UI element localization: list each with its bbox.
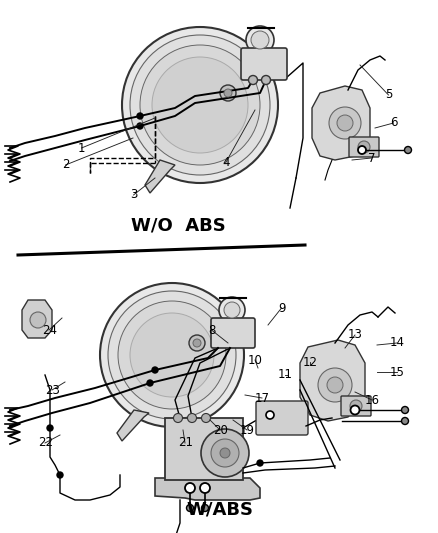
Circle shape (30, 312, 46, 328)
Circle shape (220, 448, 230, 458)
Text: 17: 17 (255, 392, 270, 405)
Circle shape (257, 460, 263, 466)
Polygon shape (300, 340, 365, 421)
Circle shape (224, 302, 240, 318)
Circle shape (185, 483, 195, 493)
Circle shape (100, 283, 244, 427)
FancyBboxPatch shape (241, 48, 287, 80)
Circle shape (137, 113, 143, 119)
Circle shape (201, 414, 211, 423)
Polygon shape (145, 160, 175, 193)
Text: W/ABS: W/ABS (187, 501, 254, 519)
Text: 5: 5 (385, 88, 392, 101)
Polygon shape (155, 478, 260, 500)
Circle shape (261, 76, 271, 85)
Circle shape (405, 147, 411, 154)
FancyBboxPatch shape (165, 418, 243, 480)
Polygon shape (117, 410, 149, 441)
Circle shape (193, 339, 201, 347)
Circle shape (122, 27, 278, 183)
Circle shape (130, 313, 214, 397)
Circle shape (327, 377, 343, 393)
Text: 4: 4 (222, 157, 230, 169)
Circle shape (137, 123, 143, 129)
Text: 24: 24 (42, 324, 57, 336)
FancyBboxPatch shape (341, 396, 371, 416)
Circle shape (173, 414, 183, 423)
Text: 15: 15 (390, 366, 405, 378)
Circle shape (201, 505, 208, 512)
Circle shape (350, 406, 360, 415)
Text: 8: 8 (208, 324, 215, 336)
Text: 16: 16 (365, 393, 380, 407)
Circle shape (47, 425, 53, 431)
Circle shape (200, 483, 210, 493)
Text: 7: 7 (368, 151, 375, 165)
Circle shape (152, 367, 158, 373)
Text: 22: 22 (38, 437, 53, 449)
Polygon shape (22, 300, 52, 338)
Text: 13: 13 (348, 328, 363, 342)
Text: 9: 9 (278, 302, 286, 314)
Circle shape (358, 146, 366, 154)
Circle shape (219, 297, 245, 323)
Text: 1: 1 (78, 141, 85, 155)
Circle shape (108, 291, 236, 419)
Circle shape (266, 411, 274, 419)
Polygon shape (312, 86, 370, 160)
Circle shape (152, 57, 248, 153)
Text: 3: 3 (130, 189, 138, 201)
Text: 12: 12 (303, 356, 318, 368)
Text: 23: 23 (45, 384, 60, 397)
Circle shape (350, 400, 362, 412)
Circle shape (246, 26, 274, 54)
Circle shape (402, 417, 409, 424)
Circle shape (402, 407, 409, 414)
Circle shape (57, 472, 63, 478)
Circle shape (224, 89, 232, 97)
Circle shape (140, 45, 260, 165)
Circle shape (220, 85, 236, 101)
Circle shape (201, 429, 249, 477)
FancyBboxPatch shape (256, 401, 308, 435)
Circle shape (337, 115, 353, 131)
Circle shape (147, 380, 153, 386)
Circle shape (251, 31, 269, 49)
Text: 6: 6 (390, 117, 398, 130)
Circle shape (329, 107, 361, 139)
Circle shape (187, 414, 197, 423)
Circle shape (358, 141, 370, 153)
Text: 14: 14 (390, 336, 405, 350)
Circle shape (318, 368, 352, 402)
Circle shape (211, 439, 239, 467)
FancyBboxPatch shape (211, 318, 255, 348)
Text: W/O  ABS: W/O ABS (131, 216, 226, 234)
Text: 20: 20 (213, 424, 228, 437)
Circle shape (130, 35, 270, 175)
Text: 2: 2 (62, 158, 70, 172)
Circle shape (189, 335, 205, 351)
Text: 19: 19 (240, 424, 255, 437)
FancyBboxPatch shape (349, 137, 379, 157)
Text: 21: 21 (178, 437, 193, 449)
Circle shape (248, 76, 258, 85)
Text: 11: 11 (278, 368, 293, 382)
Circle shape (118, 301, 226, 409)
Text: 10: 10 (248, 353, 263, 367)
Circle shape (187, 505, 194, 512)
